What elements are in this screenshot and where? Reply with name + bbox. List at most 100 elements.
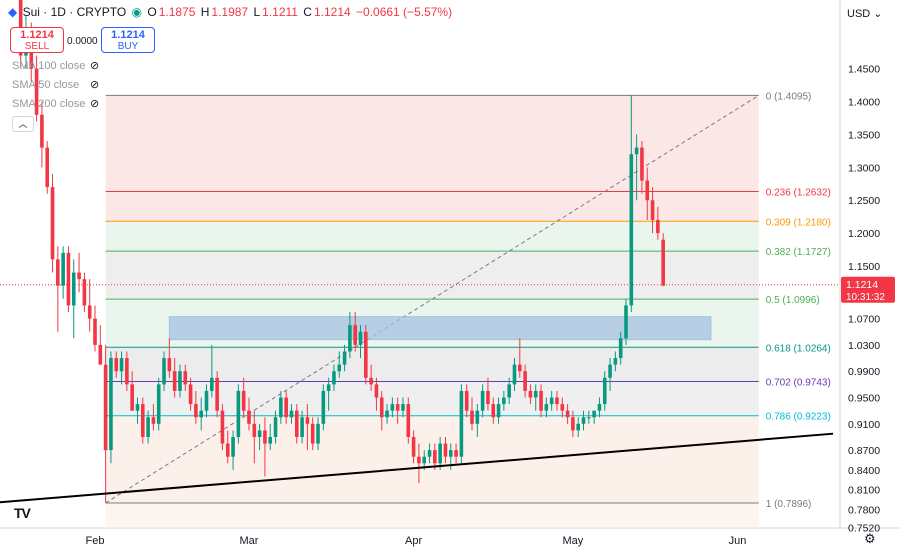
candle-body (45, 147, 50, 188)
y-tick-label: 1.4500 (848, 64, 880, 76)
fib-zone-fill (105, 221, 759, 252)
candle-body (294, 410, 299, 437)
candle-body (448, 450, 453, 457)
candle-body (40, 114, 44, 148)
candle-body (502, 397, 506, 405)
hidden-eye-icon[interactable]: ⊘ (90, 98, 100, 110)
y-tick-label: 0.8700 (848, 445, 880, 457)
candle-body (310, 423, 315, 444)
sell-button[interactable]: 1.1214 SELL (10, 27, 64, 53)
candle-body (645, 180, 650, 201)
last-price-tag (841, 276, 895, 303)
buy-label: BUY (117, 41, 139, 52)
buy-button[interactable]: 1.1214 BUY (101, 27, 155, 53)
y-tick-label: 0.9100 (848, 419, 880, 431)
fib-zone-fill (105, 381, 759, 416)
hidden-eye-icon[interactable]: ⊘ (90, 60, 100, 72)
candle-body (507, 384, 511, 398)
candle-body (369, 377, 373, 385)
candle-body (77, 272, 81, 280)
candle-body (114, 358, 119, 372)
candle-body (188, 384, 193, 405)
candle-body (146, 417, 150, 437)
fib-level-label: 0.309 (1.2180) (766, 217, 831, 228)
candle-body (66, 252, 71, 306)
candle-body (337, 364, 342, 372)
y-tick-label: 1.0300 (848, 340, 880, 352)
candle-body (364, 331, 368, 378)
y-tick-label: 1.2000 (848, 228, 880, 240)
candle-body (512, 364, 517, 385)
last-price-label: 1.1214 (846, 279, 878, 291)
candle-body (518, 364, 522, 372)
fib-level-label: 0.786 (0.9223) (766, 412, 831, 423)
candle-body (225, 443, 230, 457)
candle-body (656, 219, 660, 234)
candle-body (332, 371, 336, 385)
candle-body (231, 436, 235, 457)
x-tick-label: Mar (240, 535, 259, 547)
collapse-indicators-chevron-icon[interactable]: ︿ (12, 116, 34, 132)
candle-body (629, 154, 634, 306)
candle-body (236, 390, 241, 437)
candle-body (353, 325, 357, 345)
candle-body (98, 344, 103, 365)
candle-body (300, 417, 304, 437)
fib-level-label: 0 (1.4095) (766, 91, 812, 102)
candle-body (247, 410, 251, 424)
x-tick-label: Feb (86, 535, 105, 547)
candle-body (151, 417, 156, 424)
candle-body (103, 364, 108, 451)
candle-body (587, 417, 591, 419)
candle-body (523, 371, 527, 391)
candle-body (459, 390, 464, 457)
fib-level-label: 0.618 (1.0264) (766, 343, 831, 354)
candle-body (279, 397, 283, 418)
candle-body (321, 390, 326, 424)
candle-body (613, 358, 618, 365)
y-tick-label: 0.8100 (848, 485, 880, 497)
x-tick-label: Apr (405, 535, 422, 547)
candle-body (252, 423, 257, 437)
candle-body (82, 279, 87, 306)
y-tick-label: 0.9900 (848, 366, 880, 378)
candle-body (183, 371, 188, 385)
x-tick-label: Jun (729, 535, 747, 547)
symbol-title[interactable]: Sui · 1D · CRYPTO (22, 5, 127, 19)
candle-body (427, 450, 432, 457)
candle-body (305, 417, 310, 424)
y-tick-label: 0.7800 (848, 504, 880, 516)
sell-price: 1.1214 (20, 29, 54, 41)
candle-body (119, 358, 124, 372)
currency-button[interactable]: USD ⌄ (843, 4, 893, 24)
candle-body (433, 450, 437, 464)
ascending-trendline (0, 432, 834, 504)
candle-body (93, 318, 97, 345)
candle-body (220, 410, 225, 444)
tradingview-logo: TV (14, 505, 31, 521)
candle-body (379, 397, 384, 418)
hidden-eye-icon[interactable]: ⊘ (90, 79, 100, 91)
low-value: 1.1211 (262, 5, 298, 19)
fib-level-label: 1 (0.7896) (766, 499, 812, 510)
countdown-label: 10:31:32 (846, 292, 885, 303)
candle-body (581, 417, 586, 424)
candle-body (491, 404, 496, 418)
settings-gear-icon[interactable]: ⚙ (864, 531, 876, 546)
candle-body (528, 390, 533, 398)
candle-body (109, 358, 113, 451)
indicator-sma200[interactable]: SMA 200 close (12, 98, 86, 110)
candle-body (385, 410, 389, 418)
y-tick-label: 0.8400 (848, 465, 880, 477)
candle-body (263, 430, 267, 444)
candle-body (358, 331, 363, 345)
fib-zone-fill (105, 191, 759, 222)
candle-body (167, 358, 172, 372)
open-value: 1.1875 (158, 5, 196, 19)
candle-body (624, 305, 628, 339)
fib-level-label: 0.382 (1.1727) (766, 247, 831, 258)
indicator-sma100[interactable]: SMA 100 close (12, 60, 86, 72)
indicator-sma50[interactable]: SMA 50 close (12, 79, 80, 91)
fib-zone-fill (105, 251, 759, 300)
